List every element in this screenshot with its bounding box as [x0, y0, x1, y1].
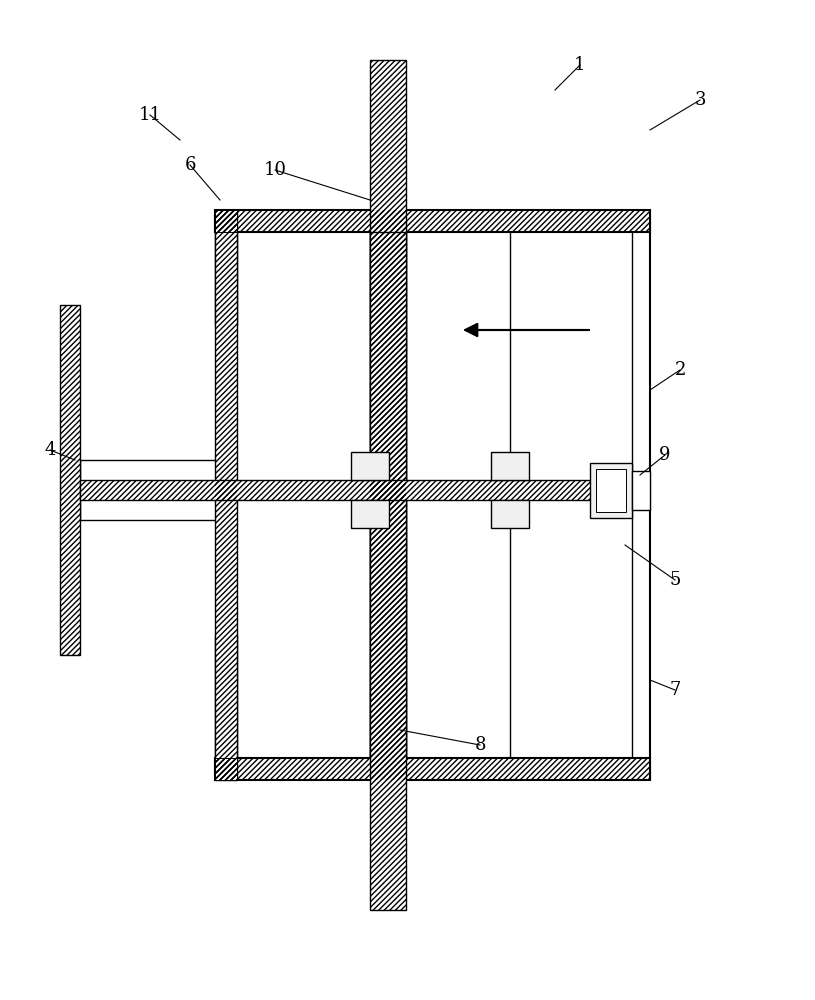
- Bar: [590, 463, 632, 518]
- Bar: [80, 480, 632, 500]
- Bar: [60, 305, 80, 655]
- Bar: [60, 305, 80, 655]
- Bar: [80, 480, 632, 500]
- Bar: [491, 500, 529, 528]
- Text: 4: 4: [44, 441, 55, 459]
- Bar: [215, 210, 650, 232]
- Bar: [491, 452, 529, 480]
- Text: 5: 5: [669, 571, 681, 589]
- Bar: [370, 232, 406, 910]
- Bar: [351, 452, 389, 480]
- Text: 6: 6: [184, 156, 196, 174]
- Bar: [370, 60, 406, 758]
- Bar: [215, 210, 237, 780]
- Bar: [215, 758, 650, 780]
- Bar: [596, 469, 626, 512]
- Bar: [351, 500, 389, 528]
- Bar: [632, 471, 650, 510]
- Text: 10: 10: [263, 161, 287, 179]
- Bar: [370, 232, 406, 910]
- Text: 2: 2: [674, 361, 685, 379]
- Bar: [370, 60, 406, 758]
- Bar: [215, 210, 237, 232]
- Text: 9: 9: [659, 446, 671, 464]
- Bar: [215, 758, 237, 780]
- Bar: [215, 210, 237, 780]
- Text: 11: 11: [139, 106, 161, 124]
- Text: 7: 7: [669, 681, 681, 699]
- Bar: [215, 210, 237, 232]
- Bar: [215, 758, 237, 780]
- Text: 8: 8: [474, 736, 486, 754]
- Text: 1: 1: [575, 56, 586, 74]
- Text: 3: 3: [694, 91, 706, 109]
- Bar: [215, 210, 650, 232]
- Bar: [215, 758, 650, 780]
